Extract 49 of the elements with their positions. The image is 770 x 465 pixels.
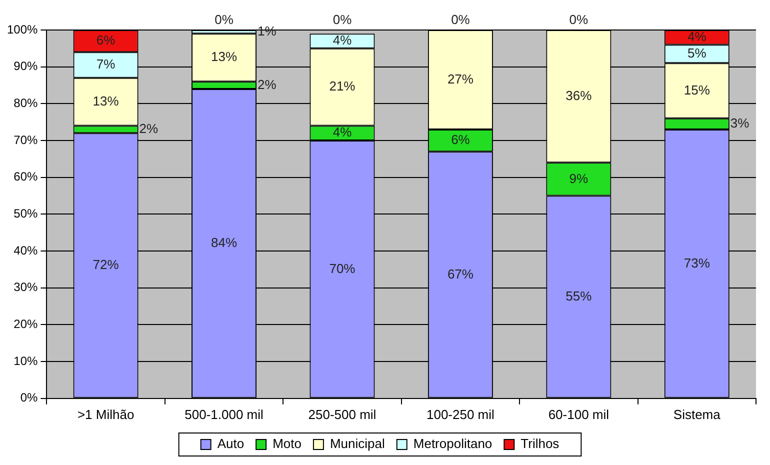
data-label: 2% [139, 121, 159, 136]
legend-label: Trilhos [520, 436, 560, 452]
data-label: 4% [332, 124, 352, 140]
data-label: 4% [332, 32, 352, 48]
data-label: 0% [451, 12, 470, 28]
data-label: 3% [730, 116, 750, 131]
y-tick-label: 90% [14, 59, 38, 74]
data-label: 0% [214, 12, 234, 28]
data-label: 70% [329, 260, 356, 276]
x-tick-label: 100-250 mil [426, 406, 495, 422]
data-label: 72% [92, 257, 120, 272]
data-label: 36% [566, 88, 592, 103]
x-tick-label: Sistema [673, 406, 722, 422]
y-tick-label: 0% [20, 390, 38, 405]
x-tick-label: 60-100 mil [548, 406, 610, 422]
legend-label: Metropolitano [413, 436, 492, 452]
data-label: 13% [92, 93, 120, 108]
y-tick-label: 80% [14, 96, 38, 110]
data-label: 15% [684, 82, 710, 98]
data-label: 6% [96, 32, 116, 48]
x-tick-label: 500-1.000 mil [184, 406, 264, 422]
legend-label: Auto [217, 436, 244, 452]
data-label: 73% [684, 255, 710, 270]
data-label: 84% [211, 235, 238, 250]
x-tick-label: >1 Milhão [77, 406, 134, 422]
data-label: 0% [332, 12, 352, 28]
data-label: 6% [451, 132, 470, 148]
y-tick-label: 10% [14, 354, 38, 368]
data-label: 13% [211, 49, 238, 64]
y-tick-label: 20% [14, 317, 38, 332]
y-tick-label: 100% [6, 22, 38, 36]
x-tick-label: 250-500 mil [308, 406, 376, 422]
data-label: 21% [329, 78, 356, 94]
data-label: 27% [447, 71, 474, 86]
y-tick-label: 40% [14, 243, 38, 258]
y-tick-label: 70% [14, 132, 38, 147]
y-tick-label: 60% [14, 170, 38, 184]
y-tick-label: 30% [14, 280, 38, 294]
legend-label: Municipal [330, 436, 385, 452]
data-label: 2% [258, 76, 277, 92]
data-label: 55% [566, 288, 592, 304]
legend-label: Moto [272, 436, 302, 452]
data-label: 4% [687, 28, 707, 44]
y-tick-label: 50% [14, 206, 38, 221]
data-label: 5% [687, 46, 707, 61]
data-label: 0% [569, 12, 589, 28]
data-label: 7% [96, 56, 116, 72]
data-label: 67% [447, 266, 474, 282]
data-label: 9% [569, 170, 589, 186]
